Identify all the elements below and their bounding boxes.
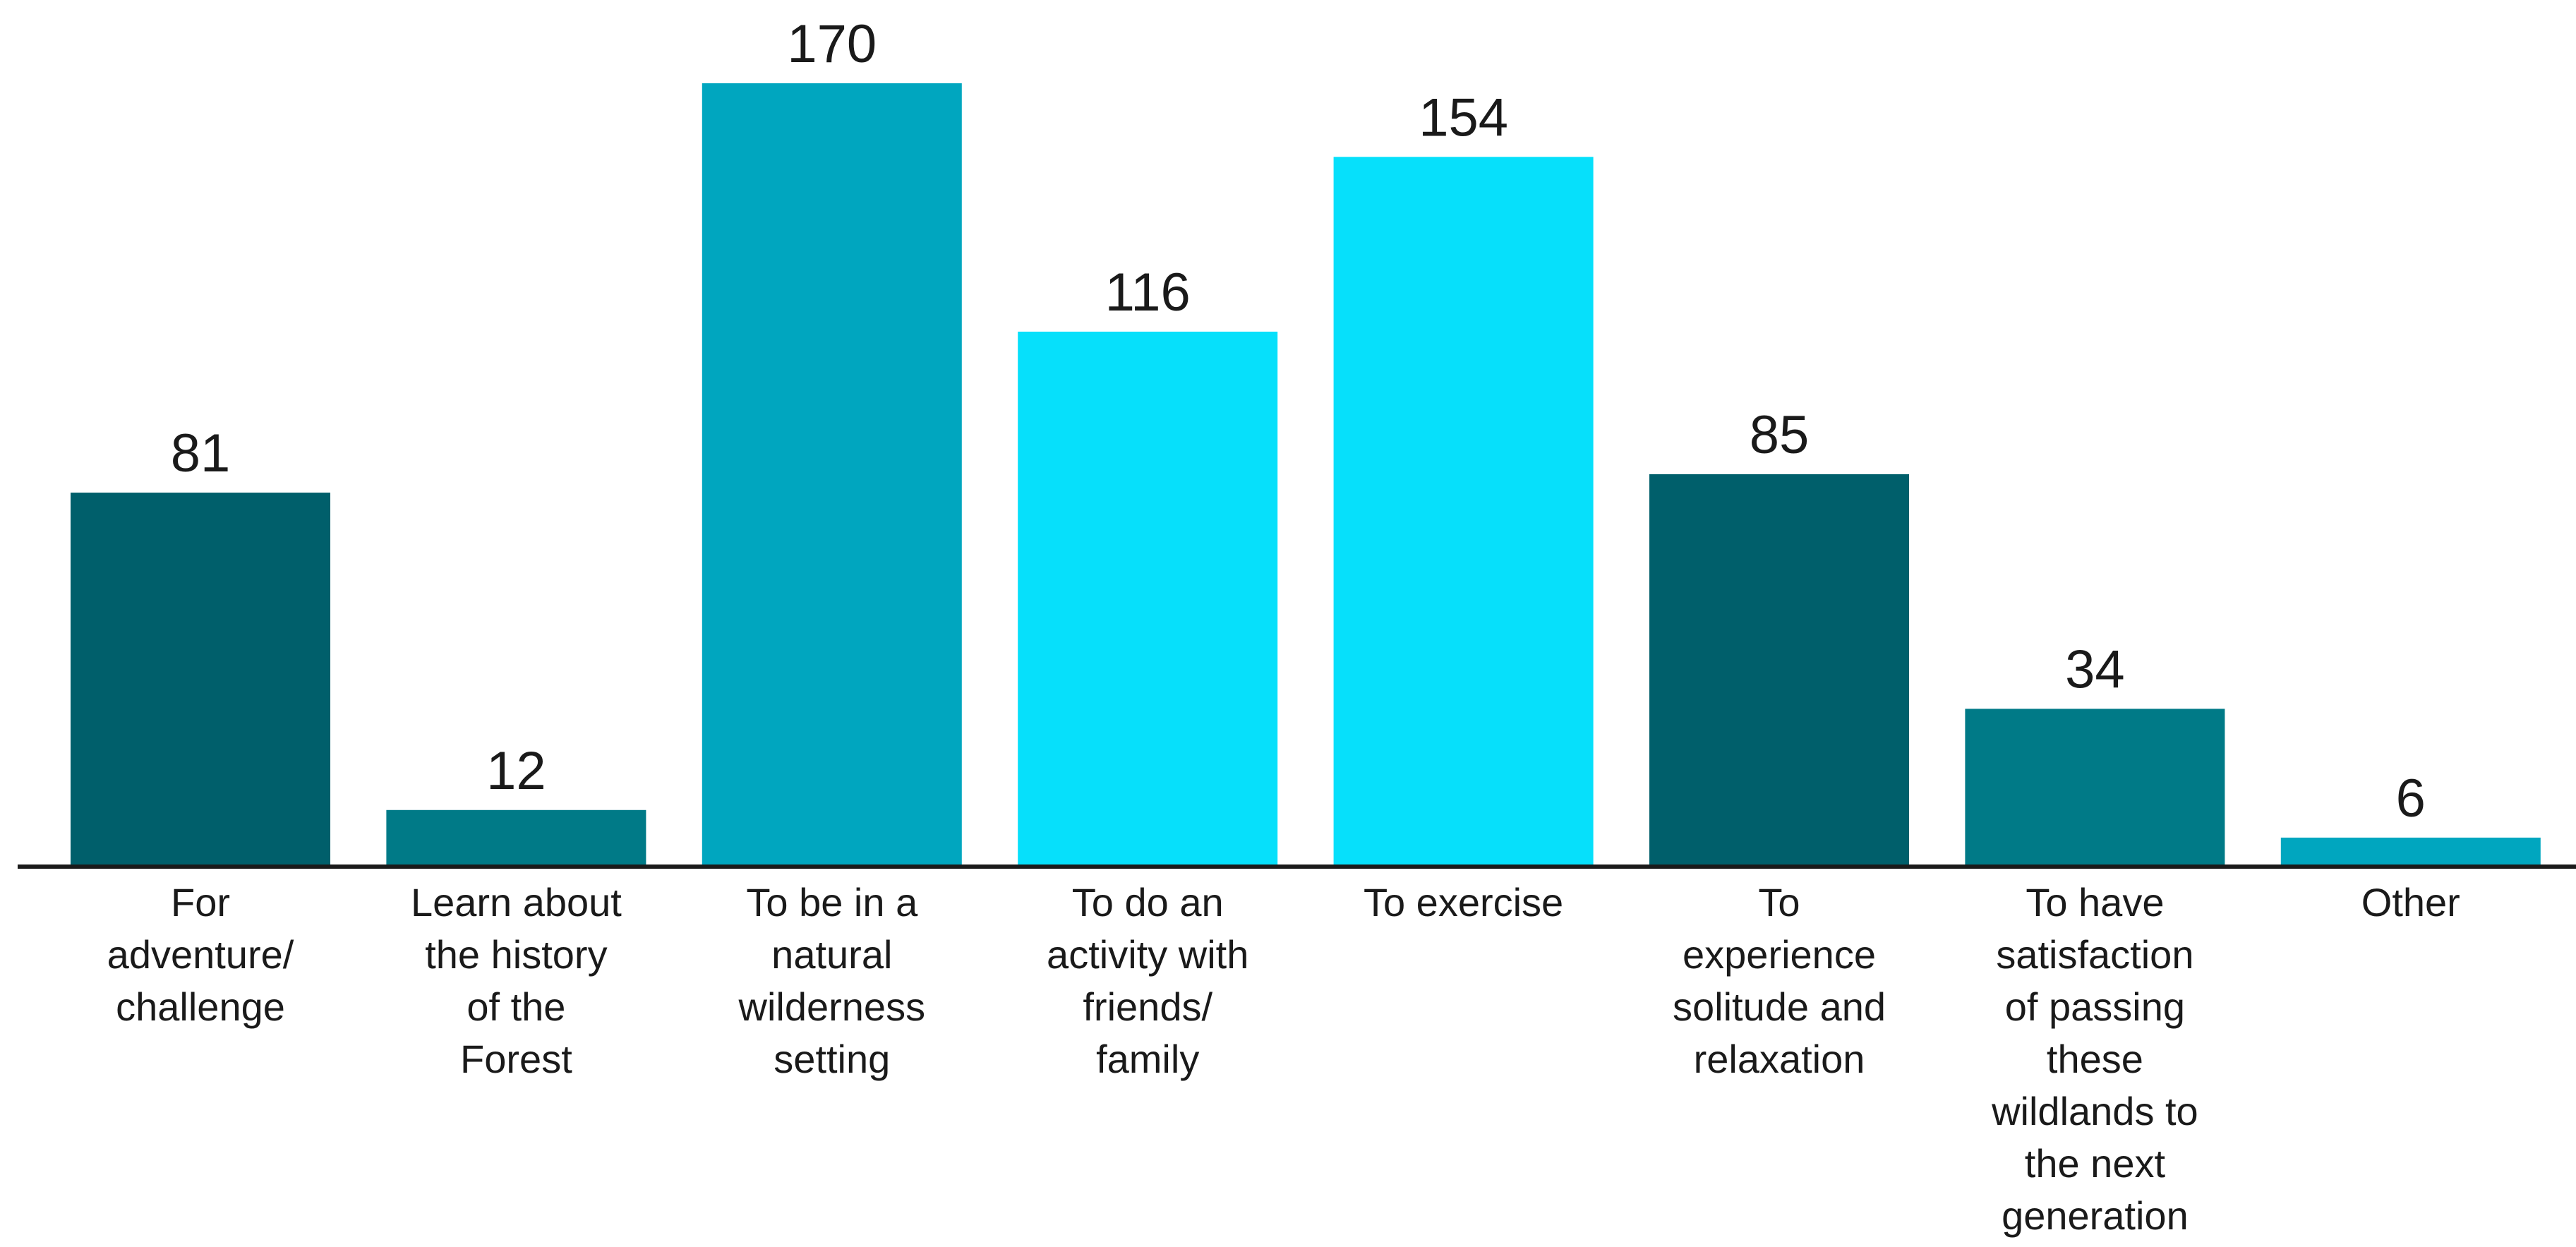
category-label-line: Learn about <box>411 880 622 924</box>
bar-value-label-5: 154 <box>1419 88 1508 147</box>
category-label-line: challenge <box>116 984 285 1029</box>
category-label-line: To be in a <box>746 880 918 924</box>
category-label-6: To experience solitude and relaxation <box>1673 880 1886 1081</box>
bar-3 <box>702 83 962 865</box>
category-label-3: To be in a natural wilderness setting <box>738 880 926 1081</box>
category-label-line: of passing <box>2005 984 2185 1029</box>
bar-value-label-4: 116 <box>1105 263 1191 323</box>
category-label-8: Other <box>2361 880 2460 924</box>
category-label-line: wilderness <box>738 984 926 1029</box>
category-label-line: To have <box>2026 880 2164 924</box>
category-label-line: activity with <box>1047 932 1248 977</box>
category-label-line: satisfaction <box>1996 932 2193 977</box>
category-label-line: For <box>171 880 230 924</box>
bars-group <box>71 83 2541 865</box>
bar-value-label-6: 85 <box>1750 405 1810 465</box>
category-label-2: Learn about the history of the Forest <box>411 880 622 1081</box>
bar-1 <box>71 493 330 865</box>
category-label-line: setting <box>774 1037 890 1081</box>
category-label-line: generation <box>2002 1193 2189 1238</box>
category-label-line: these <box>2047 1037 2143 1081</box>
category-label-line: natural <box>771 932 892 977</box>
category-label-line: To exercise <box>1364 880 1563 924</box>
bar-7 <box>1965 709 2225 865</box>
bar-4 <box>1018 331 1278 865</box>
category-label-line: To <box>1758 880 1800 924</box>
bar-8 <box>2280 837 2541 865</box>
category-label-line: relaxation <box>1694 1037 1865 1081</box>
bar-6 <box>1649 474 1909 865</box>
category-label-line: To do an <box>1072 880 1224 924</box>
bar-value-label-7: 34 <box>2065 639 2125 699</box>
category-label-line: the history <box>425 932 607 977</box>
value-labels-group: 81 12 170 116 154 85 34 6 <box>171 14 2426 829</box>
category-label-line: family <box>1096 1037 1199 1081</box>
category-label-4: To do an activity with friends/family <box>1047 880 1248 1081</box>
category-label-line: the next <box>2025 1141 2166 1186</box>
category-label-1: For adventure/challenge <box>107 880 294 1029</box>
category-label-5: To exercise <box>1364 880 1563 924</box>
category-label-7: To have satisfaction of passing these wildla… <box>1991 880 2198 1238</box>
bar-value-label-3: 170 <box>787 14 877 74</box>
category-label-line: Other <box>2361 880 2460 924</box>
bar-2 <box>386 809 646 865</box>
category-label-line: adventure/ <box>107 932 294 977</box>
category-label-line: wildlands to <box>1991 1089 2198 1133</box>
bar-value-label-8: 6 <box>2396 769 2426 829</box>
category-label-line: of the <box>467 984 565 1029</box>
category-labels-group: For adventure/challenge Learn about the his… <box>107 880 2460 1238</box>
bar-5 <box>1333 157 1594 865</box>
category-label-line: Forest <box>460 1037 572 1081</box>
category-label-line: solitude and <box>1673 984 1886 1029</box>
category-label-line: friends/ <box>1083 984 1212 1029</box>
bar-value-label-2: 12 <box>486 741 546 801</box>
category-label-line: experience <box>1683 932 1876 977</box>
bar-value-label-1: 81 <box>171 423 231 483</box>
